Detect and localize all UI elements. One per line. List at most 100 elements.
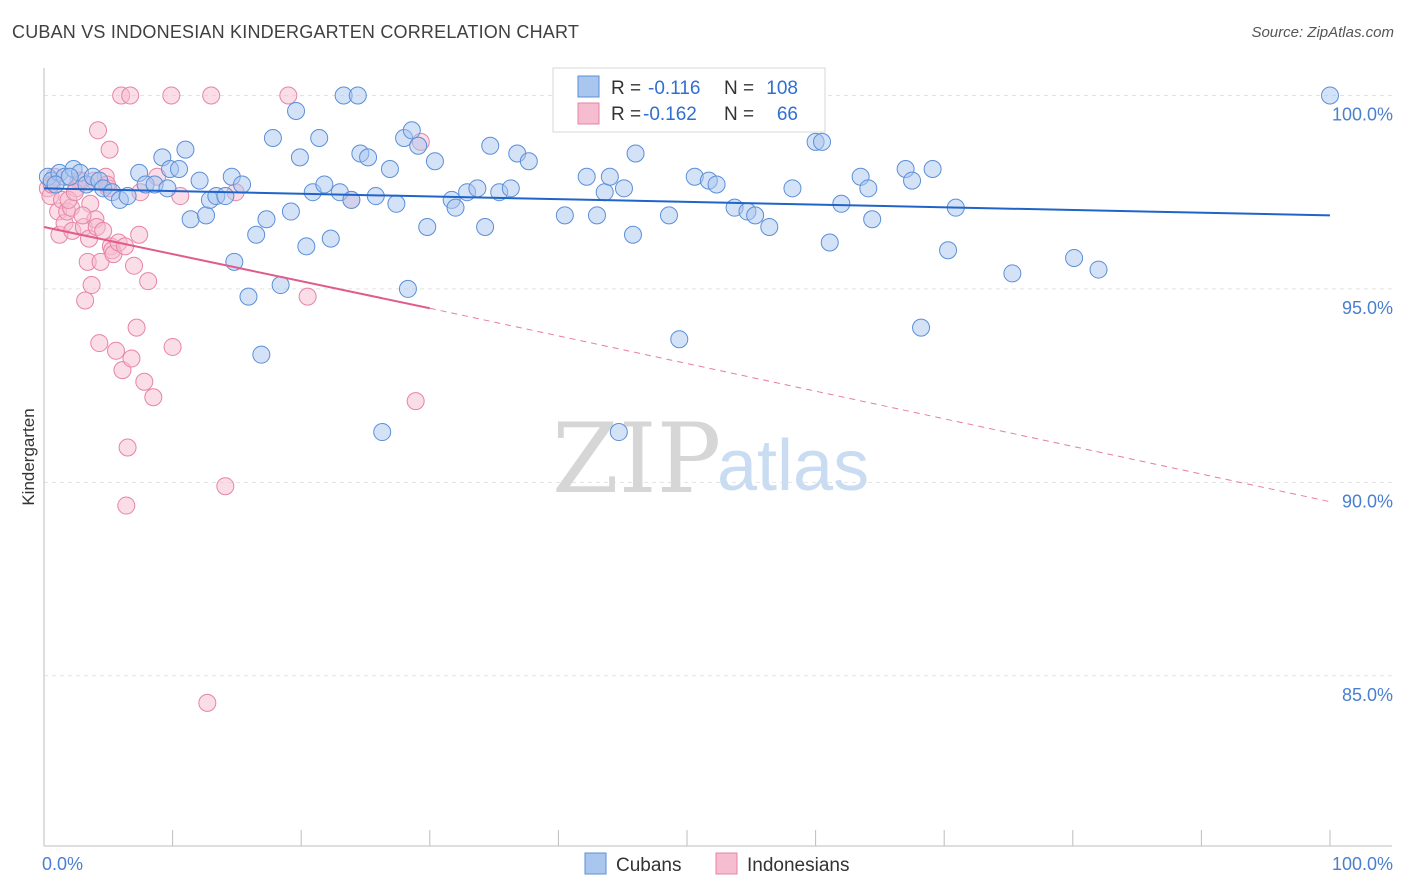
cuban-point bbox=[587, 206, 606, 225]
cuban-point bbox=[609, 423, 628, 442]
indonesian-point bbox=[89, 121, 108, 140]
cuban-point bbox=[519, 152, 538, 171]
indonesian-point bbox=[202, 86, 221, 105]
cuban-point bbox=[670, 330, 689, 349]
watermark-zip: ZIP bbox=[552, 403, 721, 515]
indonesian-point bbox=[82, 276, 101, 295]
indonesian-point bbox=[118, 438, 137, 457]
cuban-point bbox=[659, 206, 678, 225]
cuban-point bbox=[387, 194, 406, 213]
cuban-point bbox=[863, 210, 882, 229]
cuban-point bbox=[760, 218, 779, 237]
x-tick-label-min: 0.0% bbox=[42, 854, 83, 874]
legend-swatch-indonesians bbox=[577, 102, 600, 125]
cuban-point bbox=[783, 179, 802, 198]
indonesian-point bbox=[73, 206, 92, 225]
cuban-point bbox=[859, 179, 878, 198]
legend-n-value-cubans: 108 bbox=[766, 78, 798, 99]
cuban-point bbox=[287, 101, 306, 120]
indonesian-point bbox=[162, 86, 181, 105]
cuban-point bbox=[1321, 86, 1339, 105]
indonesian-point bbox=[298, 287, 317, 306]
indonesian-point bbox=[100, 140, 119, 159]
cuban-point bbox=[263, 129, 282, 148]
cuban-point bbox=[252, 345, 271, 364]
indonesian-point bbox=[117, 496, 136, 515]
cuban-point bbox=[746, 206, 765, 225]
cuban-point bbox=[707, 175, 726, 194]
indonesian-point bbox=[107, 341, 126, 360]
y-tick-label: 100.0% bbox=[1332, 104, 1393, 124]
indonesian-point bbox=[76, 291, 95, 310]
cuban-point bbox=[939, 241, 958, 260]
cuban-point bbox=[1003, 264, 1022, 283]
trend-line-cubans bbox=[43, 187, 1331, 217]
cuban-point bbox=[402, 121, 421, 140]
cuban-point bbox=[290, 148, 309, 167]
legend-r-value-indonesians: -0.162 bbox=[643, 104, 697, 125]
indonesian-point bbox=[94, 221, 113, 240]
bottom-legend-swatch-cubans bbox=[584, 852, 607, 875]
source-label: Source: ZipAtlas.com bbox=[1251, 24, 1394, 41]
cuban-point bbox=[315, 175, 334, 194]
bottom-legend: Cubans Indonesians bbox=[584, 852, 849, 876]
indonesian-point bbox=[135, 372, 154, 391]
cuban-point bbox=[158, 179, 177, 198]
bottom-legend-swatch-indonesians bbox=[715, 852, 738, 875]
trend-lines bbox=[43, 187, 1331, 503]
indonesian-point bbox=[90, 334, 109, 353]
cuban-point bbox=[373, 423, 392, 442]
cuban-point bbox=[820, 233, 839, 252]
cuban-point bbox=[60, 167, 79, 186]
cuban-point bbox=[600, 167, 619, 186]
indonesian-point bbox=[144, 388, 163, 407]
trend-line-indonesians bbox=[43, 226, 431, 310]
cuban-point bbox=[281, 202, 300, 221]
y-tick-labels: 100.0% 95.0% 90.0% 85.0% bbox=[1332, 104, 1393, 704]
cuban-point bbox=[595, 183, 614, 202]
indonesian-point bbox=[279, 86, 298, 105]
y-tick-label: 95.0% bbox=[1342, 298, 1393, 318]
cuban-point bbox=[425, 152, 444, 171]
series-cubans bbox=[38, 86, 1339, 442]
y-tick-label: 90.0% bbox=[1342, 491, 1393, 511]
cuban-point bbox=[481, 136, 500, 155]
legend-n-label-indonesians: N = bbox=[724, 104, 754, 125]
legend-r-label-indonesians: R = bbox=[611, 104, 641, 125]
indonesian-point bbox=[198, 693, 217, 712]
legend-swatch-cubans bbox=[577, 75, 600, 98]
cuban-point bbox=[257, 210, 276, 229]
indonesian-point bbox=[216, 477, 235, 496]
cuban-point bbox=[321, 229, 340, 248]
y-tick-label: 85.0% bbox=[1342, 685, 1393, 705]
legend-r-value-cubans: -0.116 bbox=[648, 78, 700, 99]
legend-r-label-cubans: R = bbox=[611, 78, 641, 99]
cuban-point bbox=[832, 194, 851, 213]
bottom-legend-label-indonesians: Indonesians bbox=[747, 855, 849, 876]
cuban-point bbox=[903, 171, 922, 190]
indonesian-point bbox=[122, 349, 141, 368]
indonesian-point bbox=[116, 237, 135, 256]
cuban-point bbox=[813, 132, 832, 151]
cuban-point bbox=[216, 187, 235, 206]
cuban-point bbox=[614, 179, 633, 198]
cuban-point bbox=[446, 198, 465, 217]
cuban-point bbox=[1065, 248, 1084, 267]
indonesian-point bbox=[139, 272, 158, 291]
cuban-point bbox=[1089, 260, 1108, 279]
legend-n-label-cubans: N = bbox=[724, 78, 754, 99]
indonesian-point bbox=[127, 318, 146, 337]
legend-box: R = -0.116 N = 108 R = -0.162 N = 66 bbox=[552, 67, 826, 133]
chart-title: CUBAN VS INDONESIAN KINDERGARTEN CORRELA… bbox=[12, 22, 580, 42]
cuban-point bbox=[380, 159, 399, 178]
cuban-point bbox=[623, 225, 642, 244]
indonesian-point bbox=[121, 86, 140, 105]
cuban-point bbox=[555, 206, 574, 225]
cuban-point bbox=[297, 237, 316, 256]
cuban-point bbox=[170, 159, 189, 178]
cuban-point bbox=[247, 225, 266, 244]
indonesian-point bbox=[130, 225, 149, 244]
y-axis-title: Kindergarten bbox=[19, 408, 38, 505]
x-ticks bbox=[43, 830, 1331, 846]
